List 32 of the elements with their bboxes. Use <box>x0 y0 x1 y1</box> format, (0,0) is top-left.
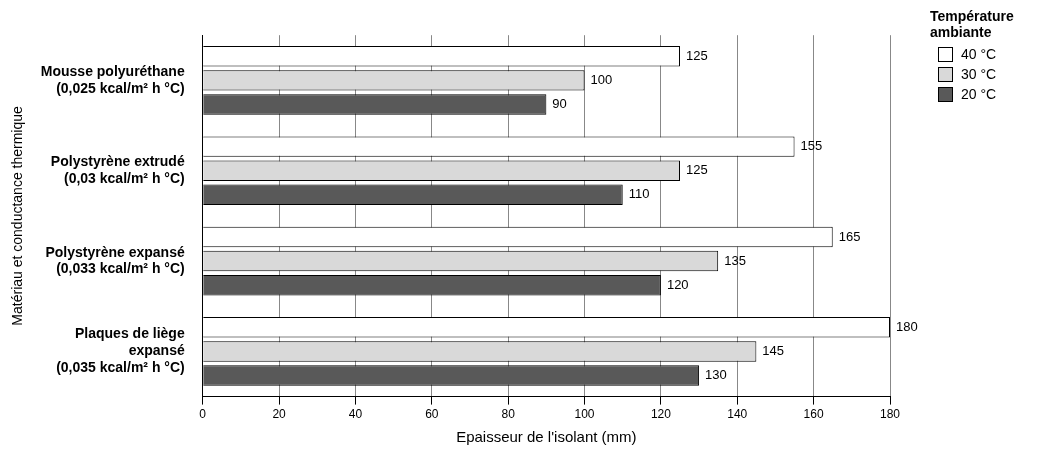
x-tick-label: 140 <box>727 407 748 422</box>
x-tick-label: 40 <box>348 407 363 422</box>
x-tick-label: 180 <box>879 407 901 422</box>
x-tick-label: 120 <box>650 407 672 422</box>
data-label: 145 <box>762 343 785 358</box>
data-label: 125 <box>686 162 708 178</box>
x-tick-label: 60 <box>425 407 439 422</box>
data-label: 125 <box>686 47 708 63</box>
x-tick-label: 80 <box>501 407 516 422</box>
y-tick-label: Polystyrène extrudé (0,03 kcal/m² h °C) <box>50 153 185 186</box>
data-label: 135 <box>724 252 746 268</box>
y-axis-title: Matériau et conductance thermique <box>9 105 26 326</box>
data-label: 100 <box>590 71 613 87</box>
x-tick-label: 20 <box>272 407 287 422</box>
text: 40 °C <box>961 46 997 62</box>
legend-label: 20 °C <box>961 86 997 102</box>
legend-title: Température ambiante <box>930 8 1015 40</box>
x-axis-title: Epaisseur de l'isolant (mm) <box>456 428 637 446</box>
legend-label: 30 °C <box>961 66 997 82</box>
data-label: 90 <box>552 96 567 112</box>
data-label: 165 <box>838 228 861 244</box>
x-tick-label: 100 <box>574 407 595 422</box>
data-label: 110 <box>628 186 650 202</box>
x-tick-label: 0 <box>199 407 207 422</box>
data-label: 120 <box>666 276 689 292</box>
y-tick-label: Plaques de liège expansé (0,035 kcal/m² h °C) <box>56 325 185 376</box>
data-label: 180 <box>896 318 918 334</box>
x-tick-label: 160 <box>803 407 824 422</box>
y-tick-label: Mousse polyuréthane (0,025 kcal/m² h °C) <box>40 62 185 96</box>
data-label: 155 <box>800 138 823 154</box>
y-tick-label: Polystyrène expansé (0,033 kcal/m² h °C) <box>45 243 185 277</box>
data-label: 130 <box>705 367 727 383</box>
